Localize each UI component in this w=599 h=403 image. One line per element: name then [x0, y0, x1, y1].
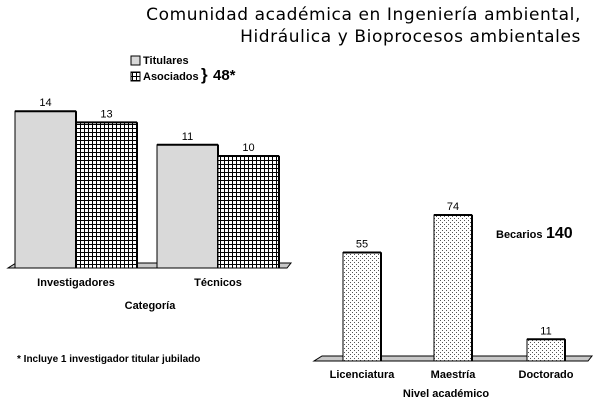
bar-0-1 — [75, 121, 138, 269]
bar-level-0 — [342, 251, 382, 362]
legend-brace: } — [201, 65, 208, 84]
level-tick-label-2: Doctorado — [519, 369, 574, 381]
value-label-0-0: 14 — [39, 97, 51, 109]
value-label-1-0: 11 — [182, 131, 193, 143]
chart-title-line-2: Hidráulica y Bioprocesos ambientales — [240, 27, 581, 47]
footnote: * Incluye 1 investigador titular jubilad… — [17, 354, 200, 365]
level-x-axis-label: Nivel académico — [403, 388, 489, 400]
becarios-total: 140 — [546, 225, 573, 242]
bar-1-0 — [156, 144, 219, 269]
legend-swatch-1 — [130, 71, 141, 82]
legend-label-0: Titulares — [143, 55, 189, 67]
category-tick-label-1: Técnicos — [194, 277, 242, 289]
value-label-1-1: 10 — [242, 142, 254, 154]
bar-level-2 — [526, 338, 566, 362]
bar-level-1 — [433, 214, 473, 362]
legend-label-1: Asociados — [143, 71, 199, 83]
value-label-0-1: 13 — [100, 108, 112, 120]
category-tick-label-0: Investigadores — [37, 277, 115, 289]
value-label-level-0: 55 — [356, 238, 368, 250]
legend-total-note: 48* — [213, 67, 236, 84]
bar-1-1 — [217, 155, 280, 269]
level-tick-label-1: Maestría — [431, 369, 477, 381]
value-label-level-1: 74 — [447, 201, 459, 213]
category-x-axis-label: Categoría — [125, 300, 177, 312]
level-tick-label-0: Licenciatura — [330, 369, 396, 381]
bar-0-0 — [14, 110, 77, 269]
chart-title-line-1: Comunidad académica en Ingeniería ambien… — [146, 5, 581, 25]
value-label-level-2: 11 — [540, 325, 551, 337]
legend-swatch-0 — [130, 55, 141, 66]
becarios-label: Becarios — [496, 229, 542, 241]
